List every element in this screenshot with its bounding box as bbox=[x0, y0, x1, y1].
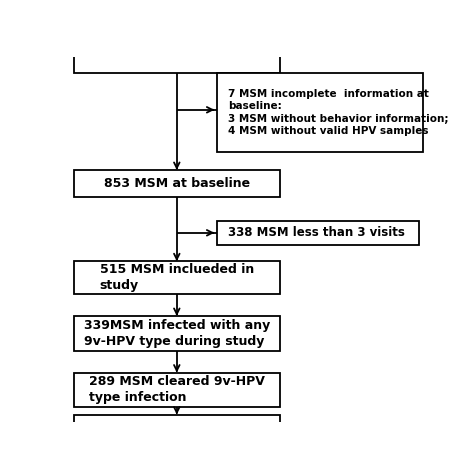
Text: 515 MSM inclueded in
study: 515 MSM inclueded in study bbox=[100, 263, 254, 292]
Bar bbox=[74, 373, 280, 407]
Text: 7 MSM incomplete  information at
baseline:
3 MSM without behavior information;
4: 7 MSM incomplete information at baseline… bbox=[228, 89, 449, 136]
Bar bbox=[74, 316, 280, 351]
Bar bbox=[74, 51, 280, 73]
Text: 339MSM infected with any
9v-HPV type during study: 339MSM infected with any 9v-HPV type dur… bbox=[84, 319, 270, 348]
Bar bbox=[74, 170, 280, 197]
Text: 338 MSM less than 3 visits: 338 MSM less than 3 visits bbox=[228, 227, 405, 239]
Bar bbox=[74, 261, 280, 294]
Bar bbox=[217, 221, 419, 245]
Text: 289 MSM cleared 9v-HPV
type infection: 289 MSM cleared 9v-HPV type infection bbox=[89, 375, 265, 404]
Bar bbox=[217, 73, 423, 152]
Text: 853 MSM at baseline: 853 MSM at baseline bbox=[104, 177, 250, 190]
Bar bbox=[74, 415, 280, 437]
